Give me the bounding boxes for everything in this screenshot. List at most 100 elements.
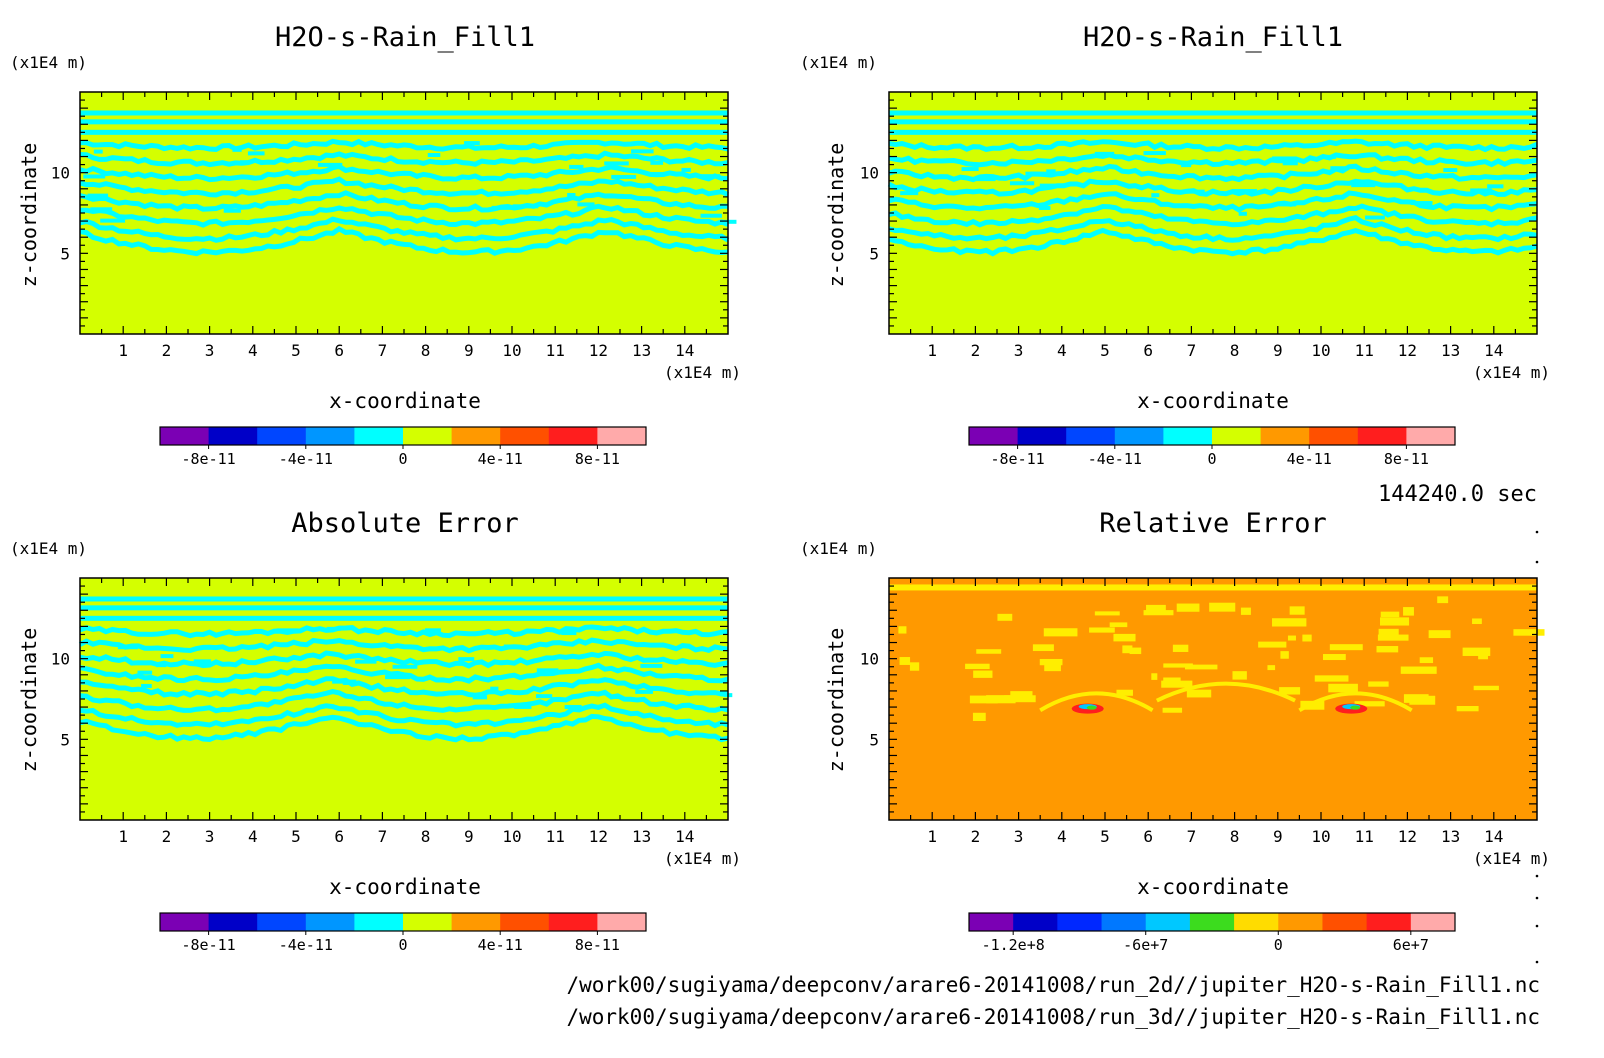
x-tick-label: 2	[971, 341, 981, 360]
contour-arc	[1039, 691, 1154, 713]
dot-marker	[1535, 530, 1539, 534]
contour-fragment	[232, 147, 242, 152]
x-tick-label: 5	[291, 341, 301, 360]
contour-fragment	[535, 694, 553, 699]
x-tick-label: 8	[421, 341, 431, 360]
contour-fragment	[1186, 189, 1205, 194]
x-tick-label: 10	[1311, 827, 1330, 846]
x-tick-label: 13	[1441, 341, 1460, 360]
contour-patch	[1403, 607, 1414, 616]
contour-fragment	[961, 167, 979, 172]
contour-fragment	[223, 208, 241, 213]
x-unit-label: (x1E4 m)	[664, 849, 741, 868]
contour-fragment	[611, 174, 637, 179]
contour-patch	[1089, 627, 1115, 633]
field-background	[889, 92, 1537, 334]
x-tick-label: 7	[378, 341, 388, 360]
contour-fragment	[564, 704, 582, 709]
colorbar-swatch	[354, 913, 404, 931]
contour-band	[889, 119, 1537, 125]
colorbar-label: -8e-11	[182, 936, 236, 954]
contour-patch	[1280, 651, 1289, 659]
contour-fragment	[93, 149, 103, 154]
colorbar-label: -8e-11	[182, 450, 236, 468]
contour-patch	[1240, 607, 1251, 615]
contour-patch	[969, 695, 998, 704]
colorbar-label: 8e-11	[575, 450, 620, 468]
x-tick-label: 3	[205, 341, 215, 360]
contour-patch	[1044, 664, 1061, 672]
y-unit-label: (x1E4 m)	[800, 53, 877, 72]
y-tick-label: 5	[869, 244, 879, 263]
extreme-spot	[1086, 705, 1097, 710]
y-tick-label: 10	[51, 650, 70, 669]
contour-patch	[899, 657, 911, 665]
contour-patch	[1456, 705, 1479, 712]
contour-band	[79, 650, 729, 669]
contour-fragment	[342, 680, 356, 685]
x-tick-label: 12	[589, 827, 608, 846]
colorbar-swatch	[1013, 913, 1058, 931]
colorbar-swatch	[1322, 913, 1368, 931]
contour-band	[889, 584, 1537, 591]
contour-patch	[1109, 622, 1128, 628]
contour-fragment	[326, 626, 341, 631]
contour-fragment	[1181, 163, 1192, 168]
y-unit-label: (x1E4 m)	[10, 539, 87, 558]
contour-patch	[1267, 665, 1276, 671]
colorbar-label: 4e-11	[478, 936, 523, 954]
contour-fragment	[1279, 202, 1297, 207]
panel-top-right: H2O-s-Rain_Fill1 (x1E4 m) z-coordinate 1…	[800, 22, 1550, 468]
contour-patch	[972, 712, 986, 721]
colorbar-swatch	[403, 427, 453, 445]
x-tick-label: 6	[334, 827, 344, 846]
x-tick-label: 9	[464, 341, 474, 360]
x-tick-label: 6	[1143, 827, 1153, 846]
contour-band	[80, 203, 729, 228]
x-tick-label: 8	[1230, 827, 1240, 846]
x-tick-label: 3	[1014, 827, 1024, 846]
x-tick-label: 14	[1484, 827, 1503, 846]
x-tick-label: 1	[927, 827, 937, 846]
contour-band	[80, 119, 728, 125]
contour-fragment	[681, 167, 691, 172]
y-axis-label: z-coordinate	[824, 143, 848, 288]
colorbar-swatch	[969, 427, 1019, 445]
contour-patch	[1428, 630, 1451, 639]
contour-patch	[1377, 634, 1409, 641]
contour-fragment	[635, 689, 653, 694]
contour-fragment	[631, 149, 654, 154]
x-tick-label: 1	[118, 341, 128, 360]
contour-patch	[997, 613, 1013, 621]
contour-fragment	[1470, 188, 1492, 193]
contour-patch	[1272, 618, 1307, 627]
y-axis-label: z-coordinate	[824, 628, 848, 773]
contour-fragment	[1232, 189, 1258, 194]
colorbar-swatch	[1366, 913, 1412, 931]
contour-patch	[909, 662, 920, 671]
contour-band	[888, 227, 1538, 257]
x-tick-label: 2	[162, 341, 172, 360]
contour-fragment	[141, 683, 152, 688]
x-tick-label: 12	[589, 341, 608, 360]
extreme-spot	[1350, 705, 1361, 710]
contour-fragment	[1320, 154, 1337, 159]
x-tick-label: 11	[1355, 341, 1374, 360]
contour-patch	[1163, 677, 1181, 686]
colorbar-swatch	[354, 427, 404, 445]
colorbar-label: -1.2e+8	[982, 936, 1045, 954]
x-tick-label: 9	[464, 827, 474, 846]
contour-patch	[1462, 647, 1491, 656]
x-tick-label: 1	[118, 827, 128, 846]
colorbar-label: 6e+7	[1393, 936, 1429, 954]
contour-patch	[898, 626, 907, 634]
colorbar: -8e-11 -4e-11 0 4e-11 8e-11	[159, 912, 647, 954]
x-tick-label: 14	[675, 341, 694, 360]
contour-fragment	[1151, 193, 1160, 198]
y-tick-label: 5	[869, 730, 879, 749]
contour-fragment	[1272, 156, 1298, 161]
x-tick-label: 2	[971, 827, 981, 846]
panel-title: H2O-s-Rain_Fill1	[275, 22, 535, 53]
contour-band	[888, 190, 1538, 213]
